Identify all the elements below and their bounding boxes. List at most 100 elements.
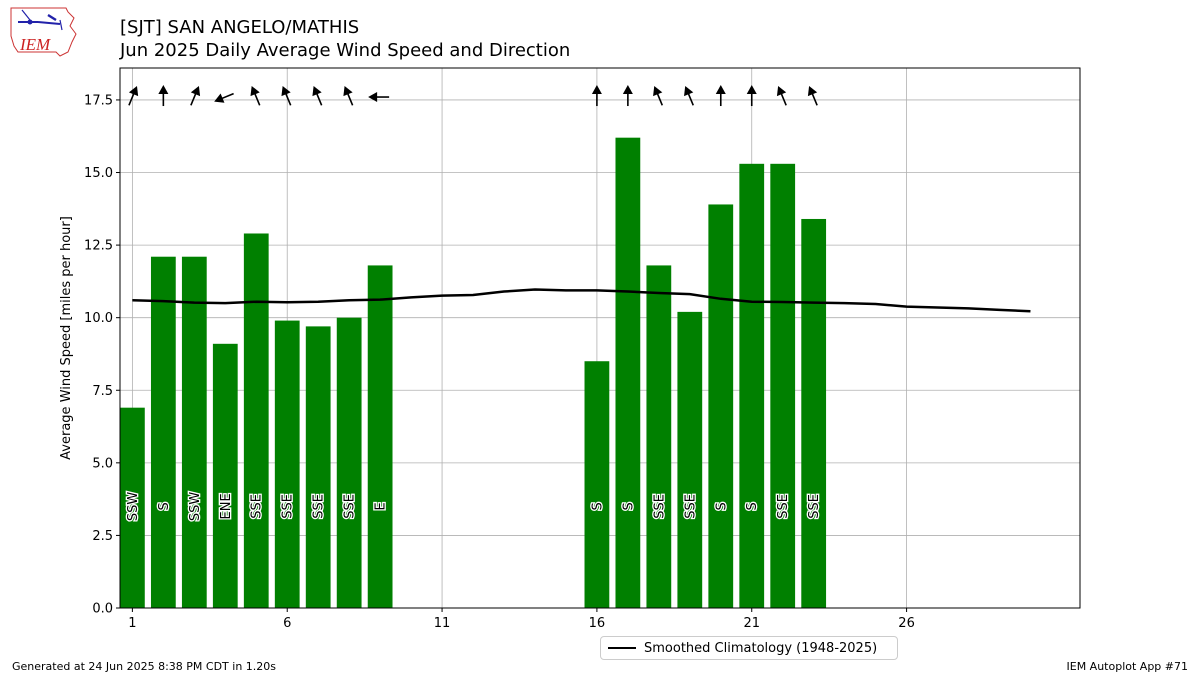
wind-arrow-shaft bbox=[284, 93, 292, 106]
wind-arrow-head bbox=[343, 85, 353, 97]
wind-arrow bbox=[776, 85, 787, 106]
wind-bar bbox=[739, 163, 765, 608]
y-tick-label: 15.0 bbox=[84, 166, 113, 181]
wind-bar bbox=[336, 317, 362, 608]
x-tick-label: 11 bbox=[434, 616, 451, 631]
wind-arrow-head bbox=[591, 85, 602, 95]
wind-bar bbox=[274, 320, 300, 608]
x-tick-label: 1 bbox=[128, 616, 136, 631]
wind-arrow bbox=[312, 85, 323, 106]
direction-label: SSE bbox=[683, 494, 698, 519]
wind-bar bbox=[367, 265, 393, 608]
wind-arrow bbox=[591, 85, 602, 107]
app-id: IEM Autoplot App #71 bbox=[1066, 660, 1189, 673]
generated-timestamp: Generated at 24 Jun 2025 8:38 PM CDT in … bbox=[12, 660, 277, 673]
direction-label: SSE bbox=[281, 494, 296, 519]
wind-arrow-shaft bbox=[190, 93, 197, 106]
y-tick-label: 12.5 bbox=[84, 239, 113, 254]
wind-arrow bbox=[281, 85, 292, 106]
direction-label: ENE bbox=[219, 493, 234, 519]
wind-arrow-shaft bbox=[780, 93, 787, 106]
wind-arrow-head bbox=[776, 85, 787, 97]
wind-bar bbox=[243, 233, 269, 608]
wind-arrow bbox=[746, 85, 757, 107]
wind-bar bbox=[584, 361, 610, 608]
direction-label: S bbox=[745, 502, 760, 510]
wind-arrow bbox=[807, 85, 818, 106]
wind-arrow-head bbox=[312, 85, 322, 97]
y-tick-label: 0.0 bbox=[92, 602, 113, 617]
wind-arrow bbox=[250, 85, 261, 106]
wind-arrow-head bbox=[746, 85, 757, 95]
wind-arrow-head bbox=[653, 85, 663, 97]
x-tick-label: 26 bbox=[898, 616, 915, 631]
wind-arrow bbox=[128, 85, 139, 106]
climatology-line bbox=[132, 288, 1031, 313]
axis-ticks-group: 1 6 11 16 21 260.02.55.07.510.012.515.017.5 bbox=[84, 93, 915, 631]
direction-label: SSW bbox=[126, 492, 141, 522]
wind-bar bbox=[615, 137, 641, 608]
wind-bar bbox=[150, 256, 176, 608]
wind-bar bbox=[646, 265, 672, 608]
wind-arrow bbox=[158, 85, 169, 107]
direction-label: SSE bbox=[312, 494, 327, 519]
plot-frame bbox=[119, 67, 1081, 609]
wind-arrow bbox=[368, 92, 390, 103]
y-tick-label: 10.0 bbox=[84, 311, 113, 326]
wind-arrow-head bbox=[684, 85, 694, 97]
y-tick-label: 5.0 bbox=[92, 456, 113, 471]
y-tick-label: 2.5 bbox=[92, 529, 113, 544]
direction-label: E bbox=[374, 502, 389, 510]
wind-arrow bbox=[684, 85, 694, 106]
wind-arrow-head bbox=[158, 85, 169, 95]
chart-legend: Smoothed Climatology (1948-2025) bbox=[600, 636, 898, 660]
wind-arrow-head bbox=[128, 85, 139, 97]
wind-arrow-shaft bbox=[253, 93, 261, 106]
climatology-group bbox=[132, 288, 1031, 313]
x-tick-label: 6 bbox=[283, 616, 291, 631]
wind-arrow-head bbox=[281, 85, 291, 97]
wind-arrow-shaft bbox=[656, 93, 664, 106]
wind-arrow-shaft bbox=[346, 93, 354, 106]
wind-bar bbox=[801, 218, 827, 608]
direction-label: SSW bbox=[188, 492, 203, 522]
direction-labels-group: SSW S SSW ENE SSE SSE SSE SSE E S S SSE SSE S S SSE SSE bbox=[125, 490, 824, 522]
y-tick-label: 7.5 bbox=[92, 384, 113, 399]
direction-arrows-group bbox=[128, 85, 818, 107]
wind-arrow-head bbox=[214, 93, 225, 103]
direction-label: SSE bbox=[807, 494, 822, 519]
legend-climatology-label: Smoothed Climatology (1948-2025) bbox=[644, 640, 878, 656]
wind-bar bbox=[770, 163, 796, 608]
direction-label: S bbox=[157, 502, 172, 510]
wind-bar bbox=[181, 256, 207, 608]
direction-label: SSE bbox=[776, 494, 791, 519]
direction-label: SSE bbox=[343, 494, 358, 519]
chart-title-station: [SJT] SAN ANGELO/MATHIS bbox=[120, 17, 360, 38]
y-tick-label: 17.5 bbox=[84, 93, 113, 108]
wind-arrow-shaft bbox=[687, 93, 694, 106]
wind-arrow bbox=[214, 92, 234, 103]
wind-arrow bbox=[715, 85, 726, 107]
wind-bar bbox=[120, 407, 145, 608]
iem-logo: IEM bbox=[10, 7, 77, 57]
wind-arrow-head bbox=[368, 92, 378, 103]
wind-bar bbox=[212, 343, 238, 608]
wind-arrow bbox=[622, 85, 633, 107]
direction-label: SSE bbox=[250, 494, 265, 519]
wind-bar bbox=[677, 311, 703, 608]
wind-arrow bbox=[343, 85, 354, 106]
bars-group bbox=[120, 137, 827, 609]
wind-arrow-head bbox=[190, 85, 201, 97]
wind-arrow-head bbox=[715, 85, 726, 95]
direction-label: S bbox=[590, 502, 605, 510]
wind-bar bbox=[305, 326, 331, 608]
wind-arrow-shaft bbox=[811, 93, 818, 106]
wind-arrow-shaft bbox=[221, 92, 234, 100]
direction-label: S bbox=[621, 502, 636, 510]
wind-arrow bbox=[190, 85, 201, 106]
y-axis-label: Average Wind Speed [miles per hour] bbox=[59, 216, 74, 460]
wind-arrow-head bbox=[250, 85, 260, 97]
direction-label: S bbox=[714, 502, 729, 510]
wind-arrow-shaft bbox=[128, 93, 135, 106]
